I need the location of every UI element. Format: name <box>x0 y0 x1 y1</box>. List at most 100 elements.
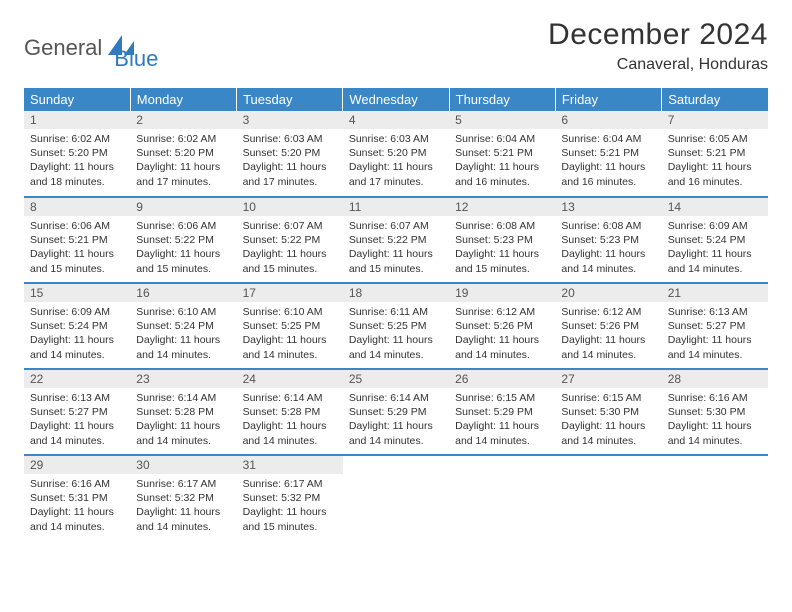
calendar-cell: 31Sunrise: 6:17 AMSunset: 5:32 PMDayligh… <box>237 455 343 541</box>
day-body: Sunrise: 6:08 AMSunset: 5:23 PMDaylight:… <box>555 216 661 282</box>
calendar-cell: 23Sunrise: 6:14 AMSunset: 5:28 PMDayligh… <box>130 369 236 455</box>
day-number: 25 <box>343 370 449 388</box>
day-number: 18 <box>343 284 449 302</box>
calendar-cell: 1Sunrise: 6:02 AMSunset: 5:20 PMDaylight… <box>24 111 130 197</box>
calendar-cell: 25Sunrise: 6:14 AMSunset: 5:29 PMDayligh… <box>343 369 449 455</box>
day-body: Sunrise: 6:04 AMSunset: 5:21 PMDaylight:… <box>449 129 555 195</box>
day-body: Sunrise: 6:15 AMSunset: 5:30 PMDaylight:… <box>555 388 661 454</box>
calendar-cell: 6Sunrise: 6:04 AMSunset: 5:21 PMDaylight… <box>555 111 661 197</box>
day-body: Sunrise: 6:14 AMSunset: 5:28 PMDaylight:… <box>237 388 343 454</box>
calendar-cell: 19Sunrise: 6:12 AMSunset: 5:26 PMDayligh… <box>449 283 555 369</box>
day-body: Sunrise: 6:07 AMSunset: 5:22 PMDaylight:… <box>343 216 449 282</box>
day-number: 7 <box>662 111 768 129</box>
day-body: Sunrise: 6:07 AMSunset: 5:22 PMDaylight:… <box>237 216 343 282</box>
day-number: 5 <box>449 111 555 129</box>
day-number: 3 <box>237 111 343 129</box>
day-header: Thursday <box>449 88 555 111</box>
day-number: 24 <box>237 370 343 388</box>
day-number: 10 <box>237 198 343 216</box>
calendar-row: 8Sunrise: 6:06 AMSunset: 5:21 PMDaylight… <box>24 197 768 283</box>
day-body: Sunrise: 6:11 AMSunset: 5:25 PMDaylight:… <box>343 302 449 368</box>
logo-text-general: General <box>24 35 102 61</box>
day-number: 15 <box>24 284 130 302</box>
calendar-cell: 11Sunrise: 6:07 AMSunset: 5:22 PMDayligh… <box>343 197 449 283</box>
calendar-cell: 27Sunrise: 6:15 AMSunset: 5:30 PMDayligh… <box>555 369 661 455</box>
day-number: 12 <box>449 198 555 216</box>
logo: General Blue <box>24 24 158 72</box>
day-body: Sunrise: 6:08 AMSunset: 5:23 PMDaylight:… <box>449 216 555 282</box>
day-number: 4 <box>343 111 449 129</box>
day-body: Sunrise: 6:04 AMSunset: 5:21 PMDaylight:… <box>555 129 661 195</box>
day-number: 31 <box>237 456 343 474</box>
day-number: 6 <box>555 111 661 129</box>
calendar-cell: 18Sunrise: 6:11 AMSunset: 5:25 PMDayligh… <box>343 283 449 369</box>
day-number: 20 <box>555 284 661 302</box>
day-number: 2 <box>130 111 236 129</box>
calendar-cell: 15Sunrise: 6:09 AMSunset: 5:24 PMDayligh… <box>24 283 130 369</box>
day-body: Sunrise: 6:02 AMSunset: 5:20 PMDaylight:… <box>130 129 236 195</box>
day-number: 9 <box>130 198 236 216</box>
day-number: 30 <box>130 456 236 474</box>
page-title: December 2024 <box>548 18 768 52</box>
day-number: 14 <box>662 198 768 216</box>
calendar-cell: 21Sunrise: 6:13 AMSunset: 5:27 PMDayligh… <box>662 283 768 369</box>
calendar-cell: 22Sunrise: 6:13 AMSunset: 5:27 PMDayligh… <box>24 369 130 455</box>
title-block: December 2024 Canaveral, Honduras <box>548 18 768 74</box>
day-number: 16 <box>130 284 236 302</box>
day-body: Sunrise: 6:16 AMSunset: 5:30 PMDaylight:… <box>662 388 768 454</box>
calendar-cell <box>449 455 555 541</box>
calendar-cell: 4Sunrise: 6:03 AMSunset: 5:20 PMDaylight… <box>343 111 449 197</box>
day-header: Tuesday <box>237 88 343 111</box>
day-number: 23 <box>130 370 236 388</box>
day-number: 13 <box>555 198 661 216</box>
day-body: Sunrise: 6:02 AMSunset: 5:20 PMDaylight:… <box>24 129 130 195</box>
day-number: 29 <box>24 456 130 474</box>
calendar-cell: 8Sunrise: 6:06 AMSunset: 5:21 PMDaylight… <box>24 197 130 283</box>
calendar-cell: 13Sunrise: 6:08 AMSunset: 5:23 PMDayligh… <box>555 197 661 283</box>
calendar-cell: 3Sunrise: 6:03 AMSunset: 5:20 PMDaylight… <box>237 111 343 197</box>
calendar-cell: 7Sunrise: 6:05 AMSunset: 5:21 PMDaylight… <box>662 111 768 197</box>
calendar-cell: 9Sunrise: 6:06 AMSunset: 5:22 PMDaylight… <box>130 197 236 283</box>
day-body: Sunrise: 6:17 AMSunset: 5:32 PMDaylight:… <box>237 474 343 540</box>
day-body: Sunrise: 6:13 AMSunset: 5:27 PMDaylight:… <box>662 302 768 368</box>
calendar-row: 22Sunrise: 6:13 AMSunset: 5:27 PMDayligh… <box>24 369 768 455</box>
calendar-cell: 30Sunrise: 6:17 AMSunset: 5:32 PMDayligh… <box>130 455 236 541</box>
day-number: 27 <box>555 370 661 388</box>
calendar-cell <box>662 455 768 541</box>
calendar-cell: 26Sunrise: 6:15 AMSunset: 5:29 PMDayligh… <box>449 369 555 455</box>
calendar-row: 15Sunrise: 6:09 AMSunset: 5:24 PMDayligh… <box>24 283 768 369</box>
header: General Blue December 2024 Canaveral, Ho… <box>24 18 768 74</box>
location: Canaveral, Honduras <box>548 56 768 74</box>
day-body: Sunrise: 6:17 AMSunset: 5:32 PMDaylight:… <box>130 474 236 540</box>
calendar-cell: 16Sunrise: 6:10 AMSunset: 5:24 PMDayligh… <box>130 283 236 369</box>
calendar-cell: 29Sunrise: 6:16 AMSunset: 5:31 PMDayligh… <box>24 455 130 541</box>
day-body: Sunrise: 6:03 AMSunset: 5:20 PMDaylight:… <box>237 129 343 195</box>
day-body: Sunrise: 6:16 AMSunset: 5:31 PMDaylight:… <box>24 474 130 540</box>
day-body: Sunrise: 6:06 AMSunset: 5:22 PMDaylight:… <box>130 216 236 282</box>
day-header: Sunday <box>24 88 130 111</box>
day-header: Saturday <box>662 88 768 111</box>
calendar-cell: 5Sunrise: 6:04 AMSunset: 5:21 PMDaylight… <box>449 111 555 197</box>
day-body: Sunrise: 6:13 AMSunset: 5:27 PMDaylight:… <box>24 388 130 454</box>
day-body: Sunrise: 6:14 AMSunset: 5:28 PMDaylight:… <box>130 388 236 454</box>
day-body: Sunrise: 6:10 AMSunset: 5:25 PMDaylight:… <box>237 302 343 368</box>
day-body: Sunrise: 6:03 AMSunset: 5:20 PMDaylight:… <box>343 129 449 195</box>
calendar-cell: 2Sunrise: 6:02 AMSunset: 5:20 PMDaylight… <box>130 111 236 197</box>
day-number: 19 <box>449 284 555 302</box>
day-body: Sunrise: 6:15 AMSunset: 5:29 PMDaylight:… <box>449 388 555 454</box>
day-header: Friday <box>555 88 661 111</box>
day-number: 28 <box>662 370 768 388</box>
day-number: 26 <box>449 370 555 388</box>
calendar-cell: 20Sunrise: 6:12 AMSunset: 5:26 PMDayligh… <box>555 283 661 369</box>
day-body: Sunrise: 6:05 AMSunset: 5:21 PMDaylight:… <box>662 129 768 195</box>
calendar-table: SundayMondayTuesdayWednesdayThursdayFrid… <box>24 88 768 541</box>
day-number: 11 <box>343 198 449 216</box>
calendar-cell: 12Sunrise: 6:08 AMSunset: 5:23 PMDayligh… <box>449 197 555 283</box>
calendar-cell: 10Sunrise: 6:07 AMSunset: 5:22 PMDayligh… <box>237 197 343 283</box>
calendar-row: 1Sunrise: 6:02 AMSunset: 5:20 PMDaylight… <box>24 111 768 197</box>
day-number: 21 <box>662 284 768 302</box>
day-number: 8 <box>24 198 130 216</box>
day-header-row: SundayMondayTuesdayWednesdayThursdayFrid… <box>24 88 768 111</box>
day-body: Sunrise: 6:12 AMSunset: 5:26 PMDaylight:… <box>555 302 661 368</box>
day-body: Sunrise: 6:09 AMSunset: 5:24 PMDaylight:… <box>662 216 768 282</box>
